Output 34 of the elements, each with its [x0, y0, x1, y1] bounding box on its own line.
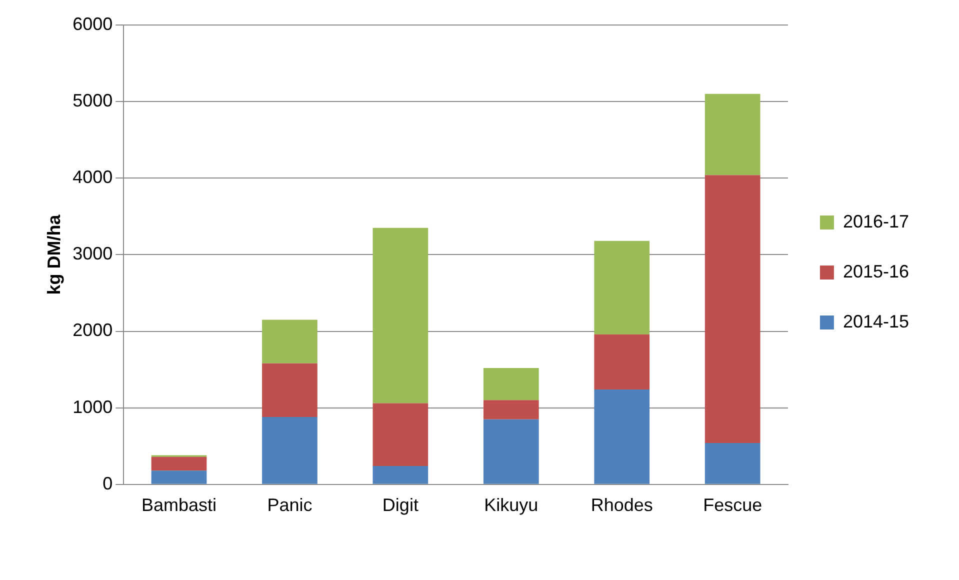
- bar: [262, 417, 318, 484]
- y-tick-label: 5000: [72, 90, 113, 111]
- y-tick-label: 3000: [72, 244, 113, 264]
- bar: [372, 228, 428, 404]
- x-tick-label: Panic: [267, 495, 312, 516]
- bar: [262, 363, 318, 418]
- bar: [704, 175, 760, 444]
- x-tick-label: Fescue: [703, 495, 762, 516]
- y-tick-label: 1000: [72, 396, 113, 417]
- bar: [262, 320, 318, 364]
- bar: [594, 240, 650, 334]
- bar: [594, 389, 650, 484]
- y-axis-title: kg DM/ha: [44, 214, 64, 295]
- bar: [483, 419, 539, 484]
- y-tick-label: 6000: [72, 14, 113, 34]
- y-tick-label: 0: [102, 473, 113, 494]
- y-tick-label: 4000: [72, 167, 113, 188]
- x-tick-label: Bambasti: [141, 495, 217, 516]
- bar: [483, 400, 539, 420]
- y-tick-label: 2000: [72, 320, 113, 340]
- bar: [594, 334, 650, 390]
- bar: [704, 443, 760, 484]
- legend-label: 2016-17: [842, 211, 910, 232]
- x-tick-label: Digit: [382, 495, 418, 516]
- bar: [372, 466, 428, 484]
- bar: [151, 456, 207, 471]
- legend-label: 2014-15: [842, 311, 910, 332]
- x-tick-label: Rhodes: [590, 495, 653, 516]
- x-tick-label: Kikuyu: [484, 495, 538, 516]
- bar: [151, 470, 207, 484]
- bar: [483, 368, 539, 400]
- legend-label: 2015-16: [842, 261, 910, 282]
- bar: [704, 94, 760, 176]
- bar: [372, 403, 428, 466]
